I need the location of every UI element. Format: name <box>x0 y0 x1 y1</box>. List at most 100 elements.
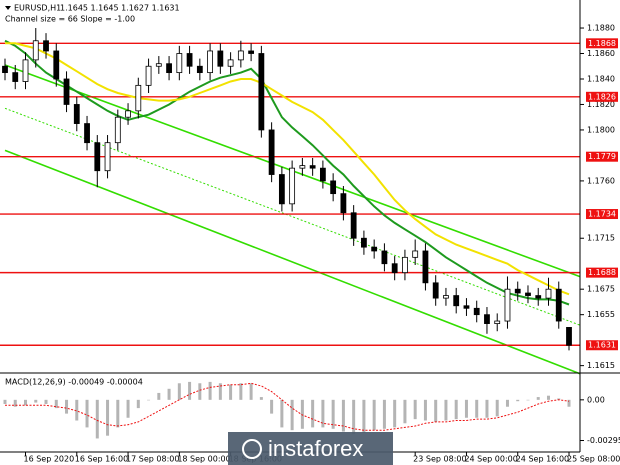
macd-bar <box>208 381 212 400</box>
candle-body <box>514 288 521 294</box>
chart-subtitle: Channel size = 66 Slope = -1.00 <box>5 15 135 24</box>
level-label: 1.1631 <box>588 341 616 350</box>
candle-body <box>309 165 316 169</box>
macd-bar <box>167 388 171 400</box>
candle-body <box>443 295 449 299</box>
macd-bar <box>393 399 397 428</box>
macd-bar <box>372 399 376 431</box>
candle-body <box>340 193 347 214</box>
candle-body <box>463 305 470 309</box>
macd-bar <box>290 399 294 431</box>
candle-body <box>207 50 213 74</box>
macd-bar <box>475 399 479 418</box>
macd-bar <box>557 398 561 400</box>
candle-body <box>525 292 531 296</box>
macd-bar <box>177 383 181 400</box>
macd-bar <box>485 399 489 418</box>
macd-signal <box>5 382 570 431</box>
candle-body <box>330 180 337 195</box>
level-label: 1.1734 <box>588 210 616 219</box>
macd-bar <box>75 399 79 421</box>
macd-bar <box>516 399 520 402</box>
macd-y-tick-label: -0.00295 <box>587 436 620 445</box>
candle-body <box>432 282 439 299</box>
y-tick-label: 1.1675 <box>587 285 615 294</box>
macd-bar <box>54 399 58 409</box>
macd-y-tick-label: 0.00 <box>587 395 605 404</box>
macd-bar <box>239 383 243 400</box>
candle-body <box>53 50 60 80</box>
candle-body <box>473 307 480 316</box>
candle-body <box>94 142 101 172</box>
x-tick-label: 17 Sep 08:00 <box>126 455 179 464</box>
level-box <box>586 340 618 351</box>
candle-body <box>319 167 326 182</box>
candle-body <box>135 84 142 112</box>
macd-bar <box>126 399 130 418</box>
candle-body <box>22 59 29 82</box>
x-tick-label: 25 Sep 08:00 <box>567 455 620 464</box>
macd-bar <box>362 399 366 433</box>
candle-body <box>84 123 90 144</box>
channel-line <box>4 149 581 375</box>
level-box <box>586 209 618 220</box>
macd-bar <box>218 383 222 400</box>
watermark-text: instaforex <box>268 436 363 461</box>
moving-average <box>5 42 570 296</box>
candle-body <box>114 116 121 144</box>
candle-body <box>196 65 203 74</box>
x-tick-label: 24 Sep 00:00 <box>464 455 517 464</box>
macd-bar <box>505 399 509 407</box>
macd-bar <box>423 399 427 421</box>
macd-bar <box>413 399 417 420</box>
candle-body <box>227 59 234 67</box>
candle-body <box>217 50 224 67</box>
macd-bar <box>3 399 7 404</box>
candle-body <box>555 288 562 322</box>
x-tick-label: 16 Sep 2020 <box>24 455 75 464</box>
level-label: 1.1688 <box>588 268 616 277</box>
candle-body <box>484 314 490 324</box>
level-box <box>586 151 618 162</box>
macd-bar <box>567 399 571 407</box>
candle-body <box>566 327 572 346</box>
ohlc-text: 1.1645 1.1645 1.1627 1.1631 <box>60 4 180 13</box>
macd-bar <box>454 399 458 420</box>
candle-body <box>125 110 131 118</box>
macd-bar <box>95 399 99 439</box>
macd-bar <box>157 392 161 400</box>
candle-body <box>155 63 162 67</box>
level-box <box>586 91 618 102</box>
macd-bar <box>147 399 151 401</box>
candle-body <box>176 53 183 74</box>
macd-bar <box>546 395 550 400</box>
candle-body <box>248 50 255 54</box>
macd-bar <box>198 383 202 400</box>
candle-body <box>371 246 378 252</box>
macd-bar <box>311 399 315 428</box>
macd-bar <box>65 399 69 414</box>
macd-bar <box>331 399 335 429</box>
level-label: 1.1779 <box>588 152 616 161</box>
moving-average <box>4 39 570 306</box>
candle-body <box>422 250 429 284</box>
watermark-box <box>228 432 393 465</box>
candle-body <box>412 250 419 258</box>
candle-body <box>104 142 111 172</box>
candle-body <box>32 40 39 61</box>
candle-body <box>278 174 285 205</box>
candle-body <box>12 72 19 82</box>
macd-bar <box>259 397 263 400</box>
candle-body <box>545 288 552 299</box>
macd-bar <box>403 399 407 424</box>
macd-bar <box>34 399 38 403</box>
level-label: 1.1868 <box>588 39 616 48</box>
macd-bar <box>464 399 468 418</box>
candle-body <box>2 65 8 74</box>
macd-bar <box>229 384 233 400</box>
y-tick-label: 1.1760 <box>587 176 615 185</box>
macd-bar <box>280 399 284 428</box>
candle-body <box>535 295 542 299</box>
